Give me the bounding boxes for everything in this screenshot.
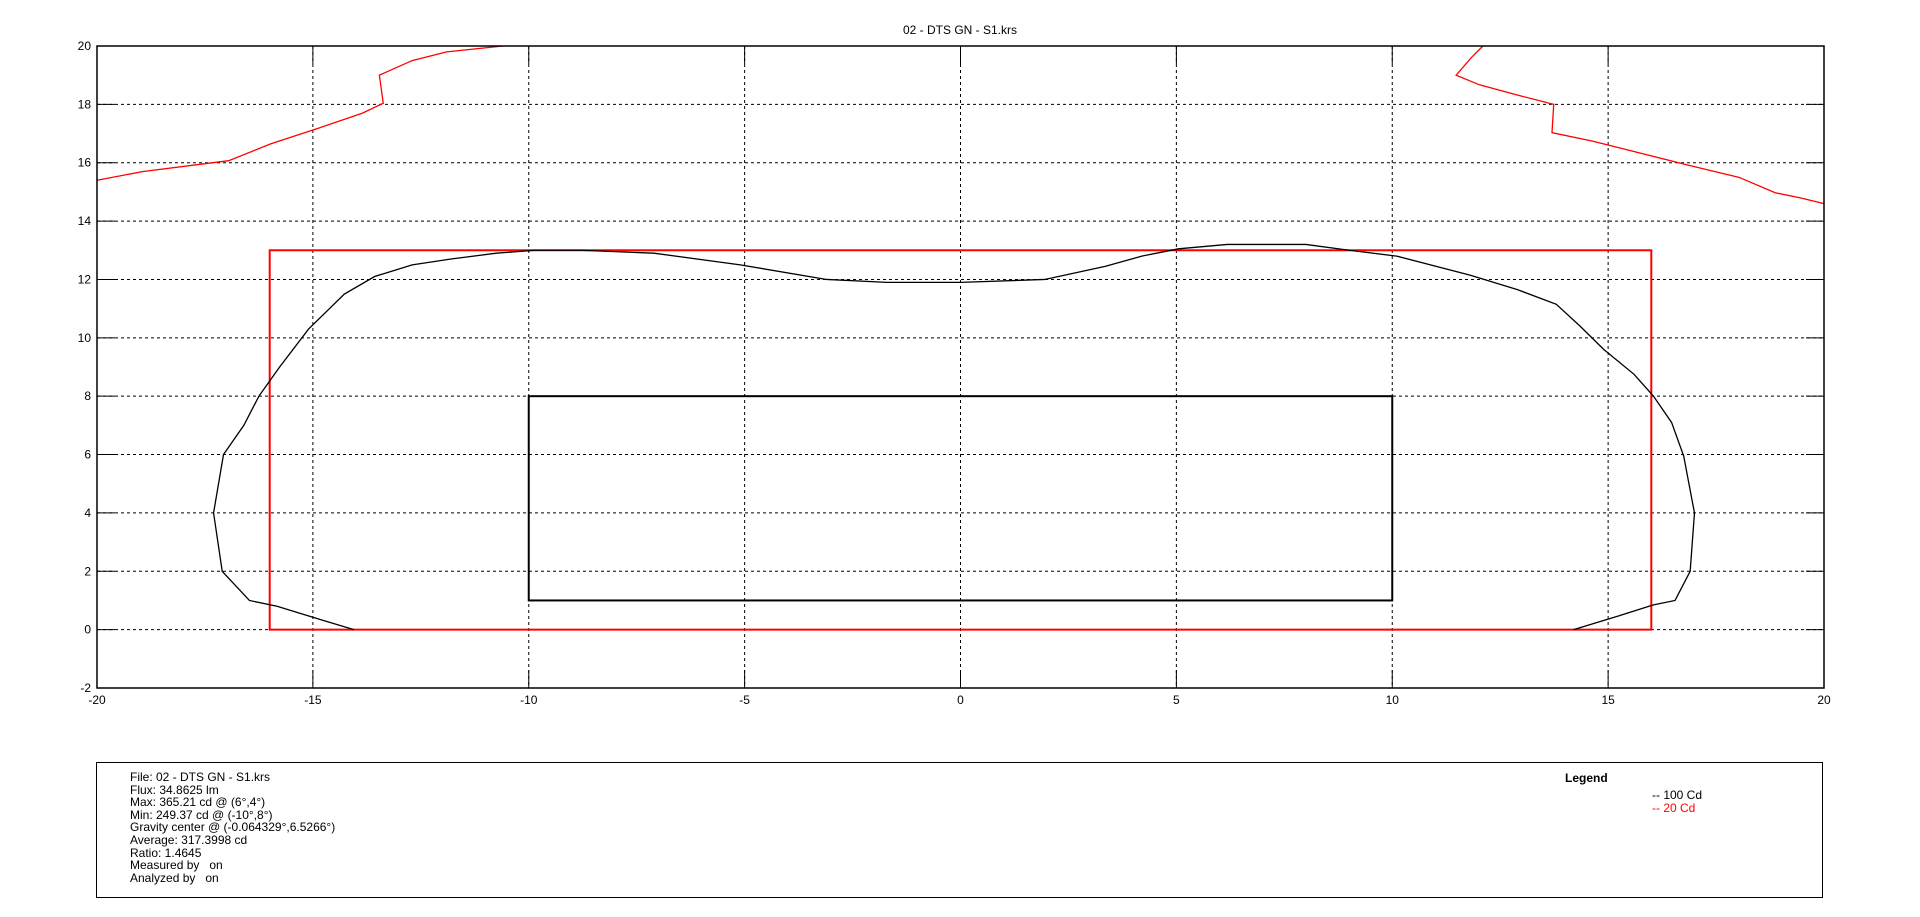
plot-frame [96, 45, 1825, 689]
x-tick-label: 10 [1386, 693, 1400, 707]
y-tick-label: 12 [78, 272, 92, 286]
info-panel: File: 02 - DTS GN - S1.krs Flux: 34.8625 … [96, 762, 1823, 898]
contour-100-cd [212, 243, 1696, 631]
zone-rectangle [268, 249, 1653, 631]
legend-title: Legend [1565, 771, 1608, 785]
x-tick-label: 20 [1817, 693, 1831, 707]
info-line: Ratio: 1.4645 [130, 845, 202, 860]
y-tick-label: 2 [84, 564, 91, 578]
info-line: Analyzed by on [130, 870, 219, 885]
y-tick-label: 18 [78, 97, 92, 111]
y-tick-label: 10 [78, 331, 92, 345]
info-line: Max: 365.21 cd @ (6°,4°) [130, 795, 266, 810]
info-line: Flux: 34.8625 lm [130, 782, 219, 797]
x-tick-label: -5 [739, 693, 750, 707]
info-lines: File: 02 - DTS GN - S1.krs Flux: 34.8625 … [130, 771, 335, 884]
y-tick-label: 16 [78, 156, 92, 170]
y-tick-label: 20 [78, 39, 92, 53]
contour-20-cd [96, 45, 503, 181]
x-tick-label: -10 [520, 693, 538, 707]
chart-title: 02 - DTS GN - S1.krs [902, 23, 1018, 37]
info-line: Min: 249.37 cd @ (-10°,8°) [130, 807, 273, 822]
y-tick-label: -2 [80, 681, 91, 695]
zone-rectangle [527, 395, 1394, 602]
contour-20-cd [1455, 45, 1825, 205]
y-tick-label: 0 [84, 623, 91, 637]
legend: -- 100 Cd -- 20 Cd [1652, 789, 1702, 815]
info-line: Measured by on [130, 858, 223, 873]
info-line: Gravity center @ (-0.064329°,6.5266°) [130, 820, 336, 835]
x-tick-label: 0 [957, 693, 964, 707]
y-tick-label: 6 [84, 448, 91, 462]
legend-item: -- 20 Cd [1652, 801, 1696, 815]
legend-item: -- 100 Cd [1652, 788, 1703, 802]
info-line: Average: 317.3998 cd [130, 832, 248, 847]
info-line: File: 02 - DTS GN - S1.krs [130, 770, 271, 784]
y-tick-label: 8 [84, 389, 91, 403]
y-tick-label: 4 [84, 506, 91, 520]
x-tick-label: 15 [1601, 693, 1615, 707]
x-tick-label: 5 [1173, 693, 1180, 707]
x-tick-label: -20 [88, 693, 106, 707]
x-tick-label: -15 [304, 693, 322, 707]
y-tick-label: 14 [78, 214, 92, 228]
